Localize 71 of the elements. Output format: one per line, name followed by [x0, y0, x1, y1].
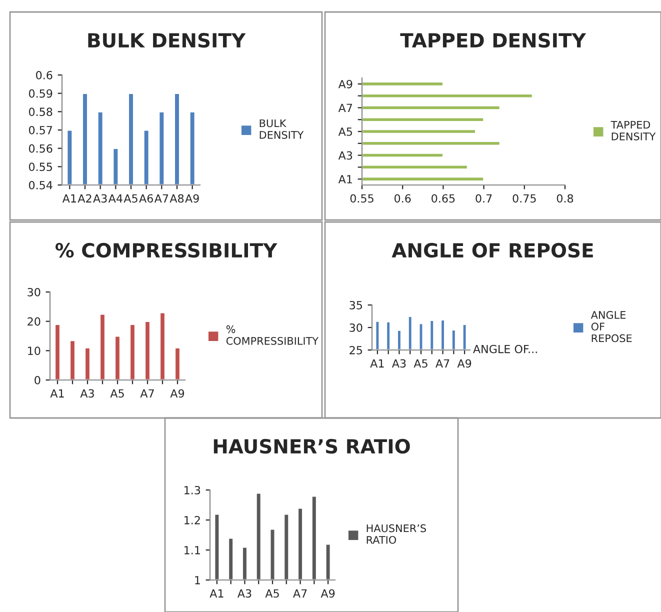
x-tick-label: 0.6	[394, 194, 411, 203]
y-tick-label: 10	[28, 346, 40, 356]
y-tick-label: 1.2	[184, 516, 200, 524]
x-tick-label: A9	[170, 389, 184, 398]
x-tick-label: A8	[170, 194, 184, 203]
y-tick-label: 0.56	[28, 144, 52, 153]
y-tick-label: A7	[338, 104, 352, 112]
bar	[129, 324, 136, 380]
y-tick-label: 30	[28, 288, 40, 296]
bar	[54, 324, 61, 380]
text: ANGLE OF...	[473, 344, 537, 354]
x-tick-label: A9	[457, 359, 472, 368]
x-tick-label: A4	[108, 194, 122, 202]
x-tick-label: A5	[265, 589, 279, 598]
bar	[84, 347, 91, 380]
y-tick-label: 25	[350, 346, 362, 354]
y-tick-label: 0.55	[28, 162, 52, 172]
bar	[174, 347, 181, 380]
y-tick-label: 1.3	[184, 486, 200, 494]
x-tick-label: A5	[110, 389, 124, 398]
x-tick-label: A7	[436, 359, 450, 368]
y-tick-label: 0.58	[28, 108, 52, 116]
legend-label: BULK DENSITY	[260, 119, 304, 139]
y-tick-label: 35	[350, 300, 362, 310]
x-tick-label: A1	[50, 389, 64, 398]
legend-label: TAPPED DENSITY	[610, 120, 656, 140]
legend-label: HAUSNER’S RATIO	[366, 524, 426, 544]
x-tick-label: A3	[237, 589, 252, 598]
y-tick-label: 1	[195, 576, 200, 584]
y-tick-label: 30	[350, 323, 362, 332]
y-tick-label: A5	[338, 128, 352, 136]
legend-label: % COMPRESSIBILITY	[226, 325, 319, 345]
y-tick-label: A1	[338, 175, 352, 184]
y-tick-label: 0.57	[28, 126, 52, 134]
y-tick-label: 0	[34, 376, 40, 384]
x-tick-label: A1	[210, 589, 224, 598]
bar	[144, 320, 151, 380]
y-tick-label: A9	[338, 80, 352, 88]
legend-label: ANGLE OF REPOSE	[590, 310, 632, 342]
chart-title: TAPPED DENSITY	[400, 32, 586, 48]
bar	[114, 335, 121, 380]
chart-title: HAUSNER’S RATIO	[214, 438, 410, 454]
x-tick-label: 0.75	[512, 194, 536, 203]
x-tick-label: A7	[293, 589, 307, 598]
x-tick-label: A6	[139, 194, 153, 203]
x-tick-label: A1	[62, 194, 76, 202]
chart-title: ANGLE OF REPOSE	[392, 242, 593, 258]
x-tick-label: 0.65	[432, 194, 455, 203]
bar	[69, 340, 76, 380]
y-tick-label: 0.6	[36, 70, 52, 80]
x-tick-label: 0.7	[476, 194, 492, 203]
y-tick-label: A3	[338, 151, 352, 160]
x-tick-label: A3	[93, 194, 107, 203]
x-tick-label: A7	[154, 194, 168, 202]
y-tick-label: 0.59	[28, 89, 52, 98]
x-tick-label: 0.8	[556, 194, 574, 203]
x-tick-label: A3	[392, 359, 406, 368]
chart-title: % COMPRESSIBILITY	[55, 242, 278, 258]
y-tick-label: 0.54	[28, 180, 52, 190]
x-tick-label: A5	[124, 194, 138, 203]
x-tick-label: A5	[414, 359, 428, 368]
bar	[159, 312, 166, 380]
x-tick-label: A3	[80, 389, 94, 398]
bar	[99, 313, 106, 380]
chart-title: BULK DENSITY	[88, 32, 246, 48]
x-tick-label: A9	[320, 589, 335, 598]
x-tick-label: A1	[370, 359, 384, 368]
y-tick-label: 20	[28, 317, 40, 326]
x-tick-label: A2	[78, 194, 92, 202]
y-tick-label: 1.1	[184, 546, 200, 554]
x-tick-label: A7	[140, 389, 154, 398]
